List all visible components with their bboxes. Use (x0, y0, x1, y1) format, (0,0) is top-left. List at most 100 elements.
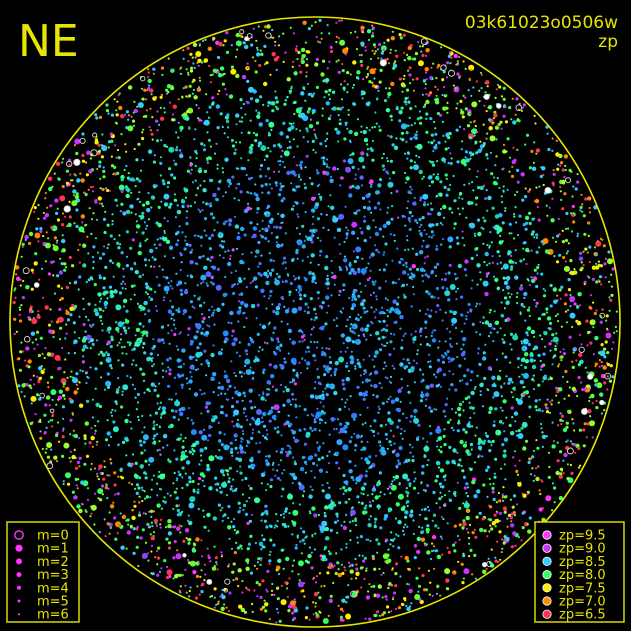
star-point (323, 584, 326, 588)
star-point (223, 444, 230, 451)
star-point (232, 490, 235, 493)
star-point (245, 500, 248, 503)
star-point (390, 610, 393, 613)
star-point (153, 440, 157, 444)
star-point (251, 236, 254, 239)
star-point (465, 449, 470, 454)
star-point (43, 368, 46, 371)
star-point (98, 307, 101, 310)
star-point (168, 372, 172, 376)
star-point (414, 477, 417, 480)
star-point (46, 455, 51, 459)
star-point (37, 217, 40, 220)
star-point (296, 57, 299, 61)
star-point (348, 469, 353, 474)
star-point (411, 459, 415, 463)
star-point (92, 323, 95, 326)
star-point (128, 481, 131, 484)
star-point (134, 474, 139, 479)
star-point (345, 513, 348, 517)
star-point (200, 274, 207, 281)
star-point (258, 394, 261, 397)
star-point (195, 323, 202, 330)
star-point (153, 154, 156, 157)
star-point (502, 422, 505, 425)
star-point (401, 90, 404, 93)
star-point (371, 139, 374, 143)
star-point (65, 472, 71, 479)
star-point (273, 364, 278, 369)
star-point (250, 406, 254, 410)
star-point (600, 361, 603, 364)
star-point (193, 201, 196, 204)
star-point (231, 420, 234, 423)
star-point (495, 88, 498, 91)
star-point (189, 371, 192, 374)
star-point (309, 118, 312, 121)
star-point (419, 196, 423, 200)
star-point (348, 129, 353, 135)
star-point (354, 443, 358, 447)
star-point (421, 526, 424, 529)
star-point (153, 442, 156, 445)
star-point (103, 518, 106, 521)
star-point (226, 178, 232, 183)
star-point (458, 196, 461, 199)
star-point (390, 191, 393, 195)
star-point (370, 185, 373, 188)
star-point (174, 232, 179, 236)
star-point (307, 27, 311, 31)
star-point (74, 477, 78, 481)
star-point (177, 470, 180, 473)
star-point (221, 588, 224, 592)
star-point (464, 67, 467, 70)
star-point (399, 36, 403, 40)
star-point (309, 237, 313, 241)
star-point (159, 106, 162, 109)
star-point (224, 88, 227, 91)
star-point (418, 229, 421, 232)
star-point (260, 519, 263, 522)
star-point (263, 599, 266, 602)
star-point (538, 489, 541, 492)
star-point (341, 382, 345, 386)
star-point (414, 136, 418, 140)
star-point (265, 154, 269, 158)
star-point (409, 137, 413, 141)
star-point (142, 341, 146, 346)
star-point (425, 117, 428, 120)
star-point (322, 170, 327, 175)
star-point (522, 446, 527, 451)
star-point (138, 501, 141, 504)
star-point (156, 503, 161, 508)
star-point (222, 73, 225, 76)
star-point (579, 205, 583, 209)
star-point (543, 331, 548, 336)
star-point (484, 291, 489, 297)
star-point (409, 106, 413, 111)
star-point (406, 606, 411, 612)
star-point (343, 255, 347, 258)
star-point (368, 80, 372, 84)
star-point (268, 419, 272, 423)
star-point (148, 125, 151, 129)
star-point (129, 420, 132, 424)
star-point (272, 543, 276, 547)
star-point (530, 276, 533, 279)
star-point (291, 377, 295, 381)
star-point (494, 96, 497, 99)
star-point (283, 468, 286, 472)
star-point (346, 91, 349, 94)
star-point (518, 375, 521, 378)
star-point (475, 426, 478, 429)
star-point (275, 621, 278, 624)
star-point (407, 458, 411, 462)
star-point (476, 130, 479, 134)
star-point (557, 217, 560, 221)
star-point (437, 527, 440, 530)
star-point (324, 557, 328, 562)
star-point (265, 461, 270, 467)
star-point (197, 507, 200, 511)
star-point (149, 509, 154, 513)
star-point (91, 190, 94, 193)
